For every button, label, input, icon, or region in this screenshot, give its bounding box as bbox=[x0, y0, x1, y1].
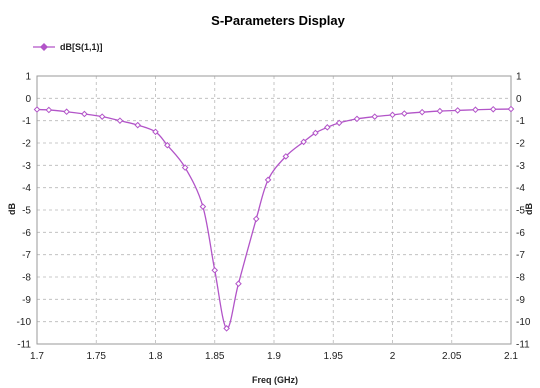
y-axis-label-left: dB bbox=[7, 203, 17, 215]
data-point-marker bbox=[508, 106, 513, 111]
y-tick-label-left: 0 bbox=[25, 94, 31, 105]
y-tick-label-right: -8 bbox=[516, 273, 525, 284]
y-tick-label-right: -7 bbox=[516, 250, 525, 261]
x-tick-label: 2.05 bbox=[442, 351, 462, 362]
y-tick-label-right: -4 bbox=[516, 183, 525, 194]
data-point-marker bbox=[390, 112, 395, 117]
x-tick-label: 2 bbox=[390, 351, 396, 362]
x-tick-label: 2.1 bbox=[504, 351, 518, 362]
data-point-marker bbox=[420, 110, 425, 115]
y-tick-label-left: -2 bbox=[22, 139, 31, 150]
y-tick-label-right: 0 bbox=[516, 94, 522, 105]
legend-label: dB[S(1,1)] bbox=[60, 42, 103, 52]
y-tick-label-left: -3 bbox=[22, 161, 31, 172]
data-point-marker bbox=[117, 118, 122, 123]
y-tick-label-left: -10 bbox=[17, 317, 32, 328]
data-point-marker bbox=[100, 114, 105, 119]
data-point-marker bbox=[82, 111, 87, 116]
legend: dB[S(1,1)] bbox=[33, 42, 103, 52]
x-tick-label: 1.95 bbox=[324, 351, 344, 362]
data-point-marker bbox=[402, 111, 407, 116]
x-tick-label: 1.75 bbox=[87, 351, 107, 362]
data-point-marker bbox=[254, 216, 259, 221]
data-point-marker bbox=[46, 107, 51, 112]
data-point-marker bbox=[455, 108, 460, 113]
data-point-marker bbox=[200, 204, 205, 209]
x-tick-label: 1.9 bbox=[267, 351, 281, 362]
x-tick-label: 1.8 bbox=[149, 351, 163, 362]
y-tick-label-right: -2 bbox=[516, 139, 525, 150]
y-tick-label-left: -11 bbox=[17, 340, 31, 351]
y-tick-label-right: -3 bbox=[516, 161, 525, 172]
x-tick-label: 1.85 bbox=[205, 351, 225, 362]
grid bbox=[37, 76, 511, 344]
y-tick-label-left: -9 bbox=[22, 295, 31, 306]
x-tick-label: 1.7 bbox=[30, 351, 44, 362]
data-point-marker bbox=[236, 281, 241, 286]
data-point-marker bbox=[491, 107, 496, 112]
y-tick-label-right: -1 bbox=[516, 116, 525, 127]
data-point-marker bbox=[34, 107, 39, 112]
series-group bbox=[34, 106, 513, 331]
x-axis-label: Freq (GHz) bbox=[252, 375, 298, 385]
series-line bbox=[37, 109, 511, 328]
y-tick-label-left: -7 bbox=[22, 250, 31, 261]
data-point-marker bbox=[135, 123, 140, 128]
y-tick-label-right: -6 bbox=[516, 228, 525, 239]
y-tick-label-right: -9 bbox=[516, 295, 525, 306]
data-point-marker bbox=[265, 177, 270, 182]
y-tick-label-left: -5 bbox=[22, 206, 31, 217]
y-tick-label-right: 1 bbox=[516, 72, 522, 83]
y-axis-label-right: dB bbox=[524, 203, 534, 215]
data-point-marker bbox=[437, 108, 442, 113]
y-tick-label-right: -11 bbox=[516, 340, 530, 351]
data-point-marker bbox=[372, 114, 377, 119]
data-point-marker bbox=[212, 268, 217, 273]
legend-diamond-icon bbox=[40, 43, 48, 51]
y-tick-label-left: -8 bbox=[22, 273, 31, 284]
x-axis: 1.7 1.75 1.8 1.85 1.9 1.95 2 2.05 2.1 bbox=[30, 351, 518, 362]
y-tick-label-left: -4 bbox=[22, 183, 31, 194]
data-point-marker bbox=[64, 109, 69, 114]
data-point-marker bbox=[337, 120, 342, 125]
chart-title: S-Parameters Display bbox=[211, 13, 345, 28]
y-tick-label-left: -1 bbox=[22, 116, 31, 127]
y-tick-label-right: -10 bbox=[516, 317, 531, 328]
data-point-marker bbox=[325, 125, 330, 130]
y-axis-left: 1 0 -1 -2 -3 -4 -5 -6 -7 -8 -9 -10 -11 bbox=[17, 72, 32, 351]
data-point-marker bbox=[473, 107, 478, 112]
y-tick-label-left: 1 bbox=[25, 72, 31, 83]
y-tick-label-left: -6 bbox=[22, 228, 31, 239]
